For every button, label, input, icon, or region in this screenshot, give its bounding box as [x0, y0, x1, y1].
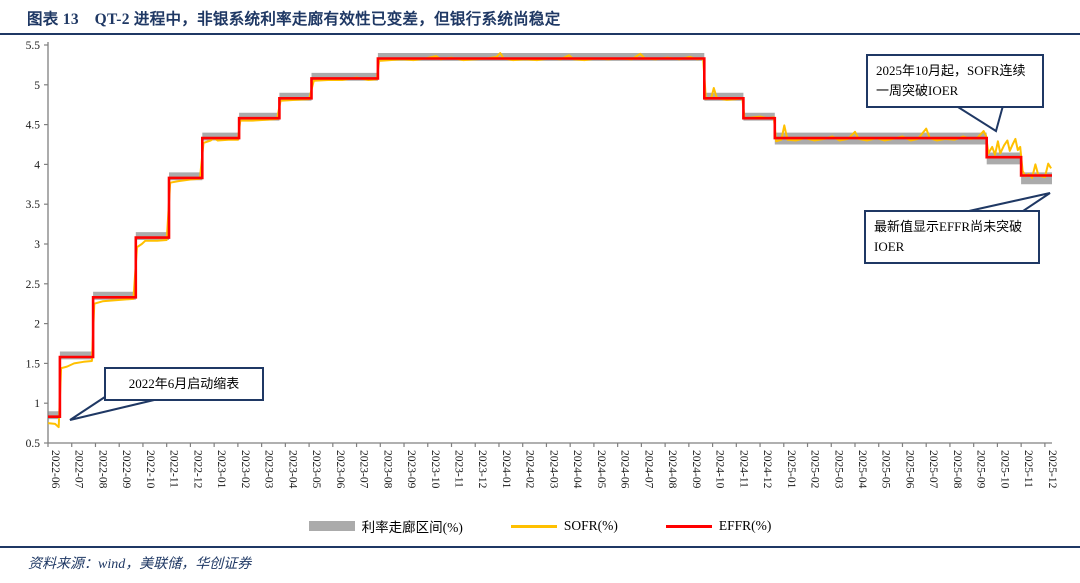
y-tick-label: 5: [34, 80, 40, 92]
callout-sofr-breaks-ioer: 2025年10月起，SOFR连续一周突破IOER: [866, 54, 1044, 109]
x-tick-label: 2023-06: [334, 450, 346, 489]
x-tick-label: 2023-01: [215, 450, 227, 489]
x-tick-label: 2023-04: [286, 450, 298, 489]
x-tick-label: 2023-05: [310, 450, 322, 489]
y-tick-label: 3.5: [26, 199, 41, 211]
x-tick-label: 2024-07: [642, 450, 654, 489]
x-tick-label: 2023-03: [263, 450, 275, 489]
legend-item-effr: EFFR(%): [665, 518, 772, 534]
x-tick-label: 2025-04: [856, 450, 868, 489]
x-tick-label: 2023-08: [381, 450, 393, 489]
legend-label-corridor: 利率走廊区间(%): [361, 520, 463, 535]
corridor-band-swatch: [308, 521, 355, 531]
y-tick-label: 5.5: [26, 40, 41, 52]
x-tick-label: 2024-10: [714, 450, 726, 489]
x-tick-label: 2025-02: [809, 450, 821, 489]
x-tick-label: 2025-05: [880, 450, 892, 489]
callout-qt-start: 2022年6月启动缩表: [104, 367, 264, 402]
x-tick-label: 2024-03: [547, 450, 559, 489]
x-tick-label: 2024-09: [690, 450, 702, 489]
footer-divider: [0, 546, 1080, 548]
y-tick-label: 2: [34, 319, 40, 331]
x-tick-label: 2025-12: [1046, 450, 1058, 489]
legend-item-sofr: SOFR(%): [510, 518, 618, 534]
effr-line-swatch: [665, 524, 712, 528]
y-tick-label: 1: [34, 398, 40, 410]
x-tick-label: 2025-10: [998, 450, 1010, 489]
x-tick-label: 2022-11: [168, 450, 180, 488]
x-tick-label: 2023-09: [405, 450, 417, 489]
x-tick-label: 2023-02: [239, 450, 251, 489]
x-tick-label: 2024-05: [595, 450, 607, 489]
x-tick-label: 2023-12: [476, 450, 488, 489]
legend-item-corridor: 利率走廊区间(%): [308, 516, 463, 536]
x-tick-label: 2025-03: [832, 450, 844, 489]
effr-line-series: [48, 57, 1052, 418]
y-tick-label: 1.5: [26, 358, 41, 370]
x-tick-label: 2023-11: [453, 450, 465, 488]
callout-effr-not-broken: 最新值显示EFFR尚未突破IOER: [864, 210, 1040, 265]
x-tick-label: 2024-01: [500, 450, 512, 489]
x-tick-label: 2024-04: [571, 450, 583, 489]
chart-legend: 利率走廊区间(%) SOFR(%) EFFR(%): [0, 516, 1080, 536]
sofr-line-swatch: [510, 524, 557, 528]
y-tick-label: 0.5: [26, 438, 41, 450]
x-tick-label: 2025-11: [1022, 450, 1034, 488]
x-tick-label: 2022-07: [73, 450, 85, 489]
x-tick-label: 2024-02: [524, 450, 536, 489]
source-note: 资料来源：wind，美联储，华创证券: [28, 557, 252, 572]
x-tick-label: 2024-11: [737, 450, 749, 488]
y-tick-label: 4: [34, 159, 40, 171]
x-tick-label: 2025-07: [927, 450, 939, 489]
x-tick-label: 2022-09: [120, 450, 132, 489]
x-tick-label: 2022-08: [97, 450, 109, 489]
x-tick-label: 2022-10: [144, 450, 156, 489]
title-divider: [0, 33, 1080, 35]
x-tick-label: 2024-08: [666, 450, 678, 489]
legend-label-effr: EFFR(%): [718, 518, 772, 533]
x-tick-label: 2024-12: [761, 450, 773, 489]
x-tick-label: 2024-06: [619, 450, 631, 489]
y-tick-label: 3: [34, 239, 40, 251]
figure-title: 图表 13 QT-2 进程中，非银系统利率走廊有效性已变差，但银行系统尚稳定: [27, 11, 561, 28]
x-tick-label: 2025-09: [975, 450, 987, 489]
y-tick-label: 4.5: [26, 120, 41, 132]
x-tick-label: 2022-06: [49, 450, 61, 489]
x-tick-label: 2023-07: [358, 450, 370, 489]
x-tick-label: 2022-12: [191, 450, 203, 489]
legend-label-sofr: SOFR(%): [563, 518, 618, 533]
x-tick-label: 2025-06: [904, 450, 916, 489]
x-tick-label: 2025-08: [951, 450, 963, 489]
x-tick-label: 2025-01: [785, 450, 797, 489]
y-tick-label: 2.5: [26, 279, 41, 291]
x-tick-label: 2023-10: [429, 450, 441, 489]
